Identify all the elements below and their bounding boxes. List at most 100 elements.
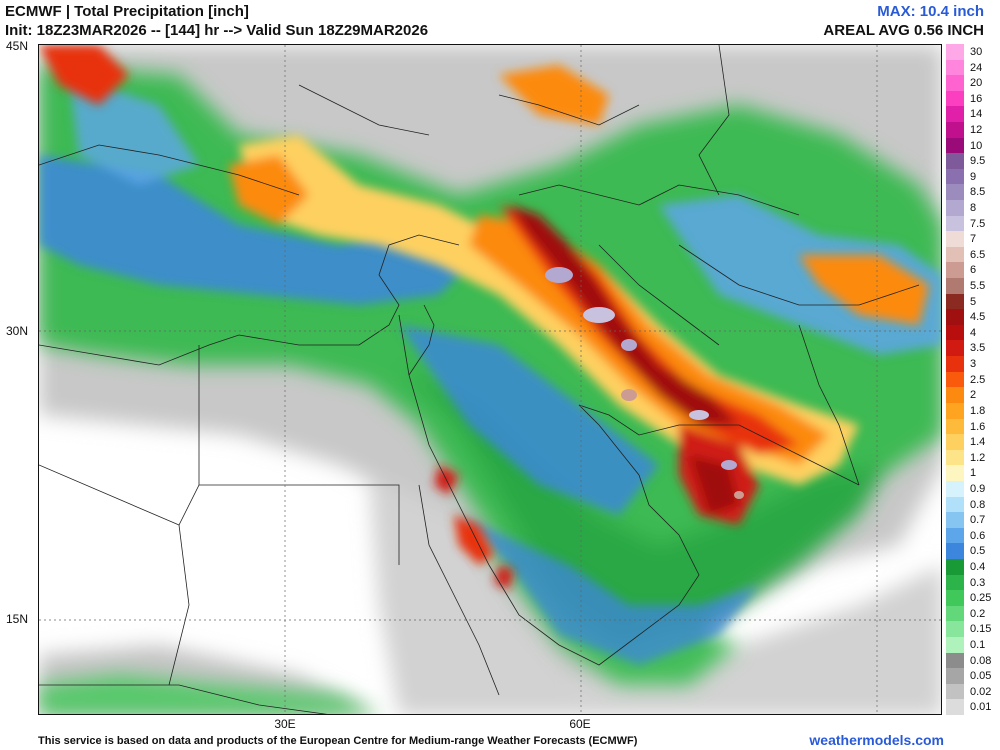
colorbar-swatch (946, 356, 964, 372)
colorbar-level: 0.1 (946, 636, 1000, 653)
colorbar-swatch (946, 215, 964, 232)
colorbar-swatch (946, 480, 964, 497)
colorbar-level: 0.25 (946, 590, 1000, 606)
colorbar-label: 0.25 (970, 592, 992, 605)
colorbar-level: 0.8 (946, 496, 1000, 513)
colorbar-label: 4.5 (970, 311, 986, 324)
colorbar-level: 4.5 (946, 309, 1000, 325)
colorbar-label: 7 (970, 233, 977, 246)
areal-average: AREAL AVG 0.56 INCH (823, 22, 984, 39)
colorbar-level: 2.5 (946, 371, 1000, 388)
peak-precip-spots (545, 267, 744, 499)
colorbar-level: 3 (946, 356, 1000, 372)
colorbar-level: 7 (946, 231, 1000, 247)
colorbar-label: 3 (970, 358, 977, 371)
colorbar-swatch (946, 496, 964, 513)
colorbar-swatch (946, 231, 964, 247)
colorbar-label: 0.7 (970, 514, 986, 527)
colorbar-level: 30 (946, 44, 1000, 60)
colorbar-label: 5 (970, 295, 977, 308)
colorbar-label: 16 (970, 92, 983, 105)
colorbar-label: 0.6 (970, 529, 986, 542)
colorbar-label: 0.02 (970, 685, 992, 698)
precipitation-field (39, 45, 941, 714)
colorbar-label: 9 (970, 170, 977, 183)
colorbar-label: 0.9 (970, 482, 986, 495)
colorbar-swatch (946, 465, 964, 481)
colorbar-swatch (946, 621, 964, 637)
colorbar-swatch (946, 558, 964, 575)
colorbar-level: 0.9 (946, 480, 1000, 497)
colorbar-level: 0.3 (946, 574, 1000, 591)
colorbar-swatch (946, 293, 964, 310)
colorbar-level: 0.02 (946, 683, 1000, 700)
colorbar-label: 0.2 (970, 607, 986, 620)
colorbar-swatch (946, 246, 964, 263)
colorbar-level: 0.2 (946, 605, 1000, 622)
colorbar-level: 24 (946, 59, 1000, 76)
colorbar-swatch (946, 262, 964, 279)
colorbar-level: 10 (946, 137, 1000, 154)
ecmwf-attribution: This service is based on data and produc… (38, 735, 638, 747)
lat-label-45n: 45N (6, 39, 29, 53)
colorbar-label: 20 (970, 77, 983, 90)
colorbar-swatch (946, 527, 964, 544)
lat-label-30n: 30N (6, 324, 29, 338)
colorbar-label: 1.4 (970, 436, 986, 449)
colorbar-legend: 30 24 20 16 14 12 10 9.5 9 8.5 8 7.5 7 6.5 6 5.5 5 4.5 4 3.… (946, 44, 1000, 715)
colorbar-label: 24 (970, 61, 983, 74)
colorbar-label: 0.4 (970, 560, 986, 573)
colorbar-label: 3.5 (970, 342, 986, 355)
colorbar-label: 12 (970, 124, 983, 137)
colorbar-label: 0.3 (970, 576, 986, 589)
colorbar-label: 6 (970, 264, 977, 277)
colorbar-label: 1 (970, 467, 977, 480)
colorbar-label: 2 (970, 389, 977, 402)
colorbar-level: 0.01 (946, 699, 1000, 715)
colorbar-level: 0.5 (946, 543, 1000, 559)
colorbar-label: 7.5 (970, 217, 986, 230)
colorbar-swatch (946, 590, 964, 606)
colorbar-level: 9.5 (946, 153, 1000, 169)
colorbar-label: 0.15 (970, 623, 992, 636)
colorbar-level: 12 (946, 122, 1000, 138)
colorbar-label: 0.08 (970, 654, 992, 667)
colorbar-level: 4 (946, 324, 1000, 341)
colorbar-swatch (946, 371, 964, 388)
colorbar-swatch (946, 512, 964, 528)
colorbar-level: 8 (946, 200, 1000, 216)
map-title: ECMWF | Total Precipitation [inch] (5, 3, 249, 20)
colorbar-swatch (946, 122, 964, 138)
colorbar-level: 0.4 (946, 558, 1000, 575)
colorbar-label: 1.6 (970, 420, 986, 433)
colorbar-level: 14 (946, 106, 1000, 122)
colorbar-level: 6.5 (946, 246, 1000, 263)
colorbar-swatch (946, 153, 964, 169)
colorbar-swatch (946, 402, 964, 419)
colorbar-swatch (946, 449, 964, 466)
weathermodels-link[interactable]: weathermodels.com (809, 732, 944, 748)
max-value: MAX: 10.4 inch (877, 3, 984, 20)
colorbar-label: 0.05 (970, 670, 992, 683)
colorbar-swatch (946, 278, 964, 294)
colorbar-swatch (946, 574, 964, 591)
colorbar-swatch (946, 59, 964, 76)
colorbar-swatch (946, 90, 964, 107)
colorbar-label: 10 (970, 139, 983, 152)
precipitation-map[interactable] (38, 44, 942, 715)
colorbar-label: 30 (970, 46, 983, 58)
colorbar-swatch (946, 200, 964, 216)
colorbar-level: 1.2 (946, 449, 1000, 466)
colorbar-label: 0.1 (970, 638, 986, 651)
colorbar-swatch (946, 699, 964, 715)
colorbar-level: 0.7 (946, 512, 1000, 528)
colorbar-level: 1.8 (946, 402, 1000, 419)
colorbar-level: 5.5 (946, 278, 1000, 294)
colorbar-label: 1.2 (970, 451, 986, 464)
colorbar-level: 0.05 (946, 668, 1000, 684)
colorbar-level: 1.4 (946, 434, 1000, 450)
colorbar-level: 7.5 (946, 215, 1000, 232)
colorbar-swatch (946, 636, 964, 653)
colorbar-level: 6 (946, 262, 1000, 279)
colorbar-swatch (946, 340, 964, 357)
